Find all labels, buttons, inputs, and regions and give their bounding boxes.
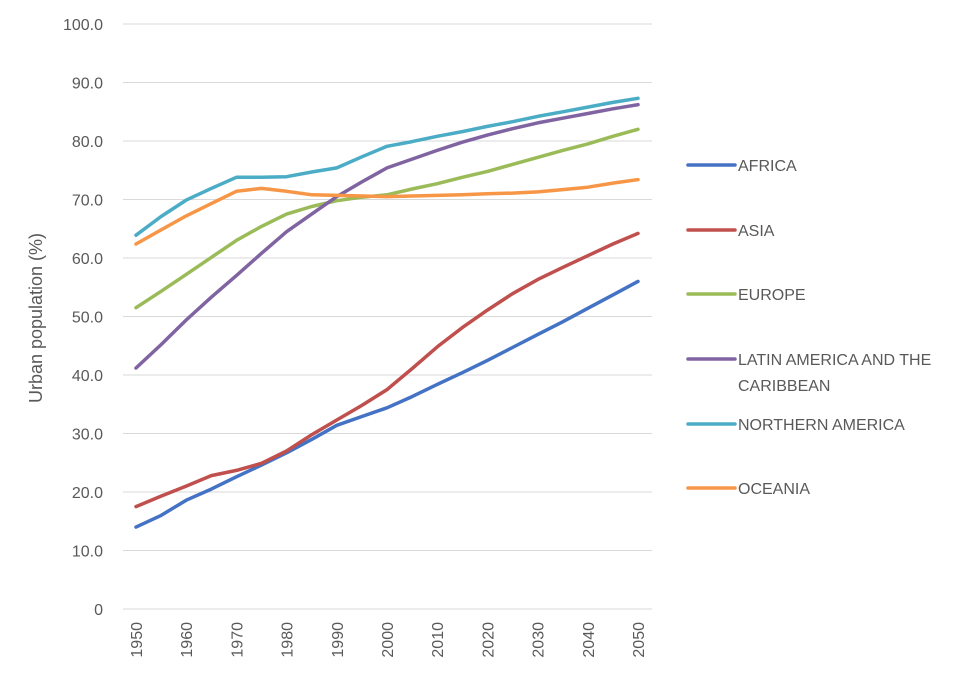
y-tick-label: 90.0 (72, 76, 103, 93)
legend-item-latin-america-and-the-caribbean: LATIN AMERICA AND THE CARIBBEAN (686, 352, 931, 395)
series-line-northern-america (134, 96, 640, 237)
series-line-africa (134, 279, 640, 529)
y-axis-title: Urban population (%) (26, 233, 46, 403)
y-tick-label: 60.0 (72, 251, 103, 268)
x-tick-label: 1980 (280, 622, 297, 658)
legend-label: ASIA (738, 223, 775, 240)
y-tick-label: 40.0 (72, 368, 103, 385)
legend-label: OCEANIA (738, 481, 810, 498)
legend-item-asia: ASIA (686, 223, 775, 240)
x-tick-label: 2030 (531, 622, 548, 658)
x-tick-label: 2000 (380, 622, 397, 658)
x-tick-label: 1960 (179, 622, 196, 658)
y-tick-label: 70.0 (72, 193, 103, 210)
legend-item-oceania: OCEANIA (686, 481, 810, 498)
y-tick-label: 10.0 (72, 544, 103, 561)
x-tick-label: 2050 (631, 622, 648, 658)
y-tick-label: 20.0 (72, 485, 103, 502)
y-tick-label: 50.0 (72, 310, 103, 327)
legend-label: EUROPE (738, 287, 806, 304)
y-tick-label: 80.0 (72, 134, 103, 151)
series-line-latin-america-and-the-caribbean (134, 102, 640, 370)
y-axis-tick-labels: 0 10.0 20.0 30.0 40.0 50.0 60.0 70.0 80.0 90.0 100… (63, 17, 103, 619)
y-tick-label: 0 (94, 602, 103, 619)
series-line-oceania (134, 177, 640, 246)
legend-item-europe: EUROPE (686, 287, 806, 304)
x-tick-label: 1950 (129, 622, 146, 658)
series-line-asia (134, 231, 640, 509)
legend-label: LATIN AMERICA AND THE CARIBBEAN (738, 352, 931, 395)
x-tick-label: 2010 (430, 622, 447, 658)
x-tick-label: 1990 (330, 622, 347, 658)
legend-item-africa: AFRICA (686, 158, 797, 175)
y-tick-label: 100.0 (63, 17, 103, 34)
series-line-europe (134, 127, 640, 310)
x-tick-label: 1970 (229, 622, 246, 658)
x-axis-tick-labels: 1950 1960 1970 1980 1990 2000 2010 2020 2030 2040… (129, 622, 648, 658)
legend-label: AFRICA (738, 158, 797, 175)
legend-item-northern-america: NORTHERN AMERICA (686, 417, 905, 434)
legend: AFRICA ASIA EUROPE LATIN AMERICA AND THE CAR… (686, 158, 931, 498)
y-tick-label: 30.0 (72, 427, 103, 444)
series-lines (134, 96, 640, 529)
x-tick-label: 2040 (581, 622, 598, 658)
legend-label: NORTHERN AMERICA (738, 417, 905, 434)
x-tick-label: 2020 (480, 622, 497, 658)
